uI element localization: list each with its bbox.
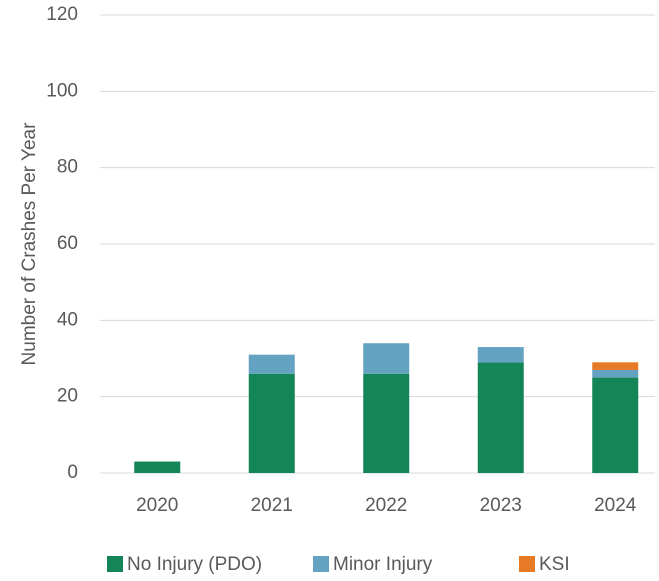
legend-swatch xyxy=(519,556,535,572)
bar-segment xyxy=(248,373,295,473)
bar-segment xyxy=(477,347,524,363)
y-axis-title: Number of Crashes Per Year xyxy=(19,122,40,366)
x-tick-label: 2023 xyxy=(480,495,522,516)
y-tick-label: 40 xyxy=(57,309,78,330)
bar-segment xyxy=(248,354,295,374)
y-tick-label: 20 xyxy=(57,386,78,407)
y-tick-label: 0 xyxy=(67,462,78,483)
bar-segment xyxy=(592,369,639,378)
x-tick-label: 2024 xyxy=(594,495,637,516)
legend-label: Minor Injury xyxy=(333,554,433,575)
bar-segment xyxy=(363,373,410,473)
bar-segment xyxy=(134,461,181,473)
y-tick-label: 80 xyxy=(57,157,78,178)
x-tick-label: 2022 xyxy=(365,495,407,516)
bar-segment xyxy=(592,377,639,473)
y-tick-label: 60 xyxy=(57,233,78,254)
legend-label: No Injury (PDO) xyxy=(127,554,262,575)
x-tick-label: 2021 xyxy=(251,495,293,516)
y-tick-label: 120 xyxy=(46,4,78,25)
x-tick-label: 2020 xyxy=(136,495,178,516)
y-tick-label: 100 xyxy=(46,80,78,101)
legend-label: KSI xyxy=(539,554,570,575)
bar-segment xyxy=(363,343,410,374)
bar-segment xyxy=(592,362,639,370)
legend-swatch xyxy=(313,556,329,572)
bar-segment xyxy=(477,362,524,473)
legend-swatch xyxy=(107,556,123,572)
